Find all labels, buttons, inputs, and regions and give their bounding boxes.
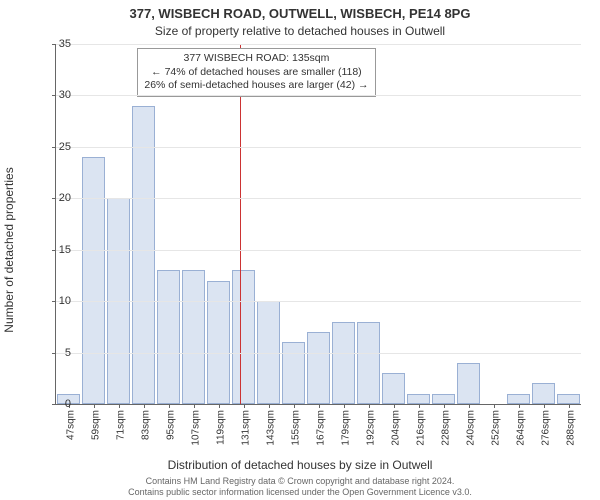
y-tick-label: 0	[46, 398, 71, 410]
x-tick-mark	[369, 404, 370, 408]
footer-line-1: Contains HM Land Registry data © Crown c…	[0, 476, 600, 487]
x-tick-mark	[469, 404, 470, 408]
y-tick-label: 15	[46, 244, 71, 256]
bar	[432, 394, 455, 404]
x-tick-label: 288sqm	[565, 410, 576, 446]
x-tick-label: 216sqm	[415, 410, 426, 446]
bar	[207, 281, 230, 404]
bars-group	[56, 44, 581, 404]
chart-title: 377, WISBECH ROAD, OUTWELL, WISBECH, PE1…	[0, 6, 600, 21]
bar	[182, 270, 205, 404]
y-tick-label: 5	[46, 347, 71, 359]
x-tick-label: 71sqm	[115, 410, 126, 440]
footer-attribution: Contains HM Land Registry data © Crown c…	[0, 476, 600, 498]
x-tick-label: 95sqm	[165, 410, 176, 440]
x-tick-mark	[169, 404, 170, 408]
x-tick-label: 83sqm	[140, 410, 151, 440]
bar	[407, 394, 430, 404]
x-tick-mark	[94, 404, 95, 408]
chart-subtitle: Size of property relative to detached ho…	[0, 24, 600, 38]
bar	[357, 322, 380, 404]
bar	[382, 373, 405, 404]
x-axis-label: Distribution of detached houses by size …	[0, 458, 600, 472]
x-tick-label: 131sqm	[240, 410, 251, 446]
x-tick-label: 264sqm	[515, 410, 526, 446]
x-tick-mark	[494, 404, 495, 408]
grid-line	[56, 353, 581, 354]
bar	[457, 363, 480, 404]
y-tick-label: 10	[46, 295, 71, 307]
x-tick-mark	[394, 404, 395, 408]
x-tick-mark	[194, 404, 195, 408]
x-tick-label: 107sqm	[190, 410, 201, 446]
bar	[557, 394, 580, 404]
x-tick-label: 59sqm	[90, 410, 101, 440]
bar	[157, 270, 180, 404]
plot-area: 377 WISBECH ROAD: 135sqm← 74% of detache…	[55, 44, 581, 405]
x-tick-mark	[269, 404, 270, 408]
grid-line	[56, 147, 581, 148]
y-tick-label: 30	[46, 89, 71, 101]
grid-line	[56, 198, 581, 199]
x-tick-label: 252sqm	[490, 410, 501, 446]
x-tick-mark	[294, 404, 295, 408]
x-tick-mark	[419, 404, 420, 408]
bar	[507, 394, 530, 404]
bar	[307, 332, 330, 404]
x-tick-label: 204sqm	[390, 410, 401, 446]
grid-line	[56, 95, 581, 96]
x-tick-mark	[569, 404, 570, 408]
x-tick-mark	[319, 404, 320, 408]
chart-container: 377, WISBECH ROAD, OUTWELL, WISBECH, PE1…	[0, 0, 600, 500]
x-tick-mark	[219, 404, 220, 408]
x-tick-label: 167sqm	[315, 410, 326, 446]
bar	[532, 383, 555, 404]
grid-line	[56, 44, 581, 45]
bar	[282, 342, 305, 404]
y-tick-label: 35	[46, 38, 71, 50]
bar	[232, 270, 255, 404]
y-tick-label: 25	[46, 141, 71, 153]
y-tick-label: 20	[46, 192, 71, 204]
x-tick-label: 179sqm	[340, 410, 351, 446]
x-tick-label: 276sqm	[540, 410, 551, 446]
x-tick-label: 47sqm	[65, 410, 76, 440]
grid-line	[56, 250, 581, 251]
x-tick-label: 155sqm	[290, 410, 301, 446]
grid-line	[56, 301, 581, 302]
annotation-line: 26% of semi-detached houses are larger (…	[144, 79, 368, 93]
x-tick-mark	[244, 404, 245, 408]
x-tick-mark	[119, 404, 120, 408]
x-tick-mark	[544, 404, 545, 408]
reference-marker	[240, 44, 241, 404]
x-tick-mark	[344, 404, 345, 408]
x-tick-mark	[144, 404, 145, 408]
y-axis-label: Number of detached properties	[2, 100, 16, 400]
x-tick-label: 143sqm	[265, 410, 276, 446]
x-tick-mark	[519, 404, 520, 408]
annotation-line: 377 WISBECH ROAD: 135sqm	[144, 52, 368, 66]
bar	[82, 157, 105, 404]
bar	[332, 322, 355, 404]
bar	[132, 106, 155, 404]
x-tick-label: 119sqm	[215, 410, 226, 445]
x-tick-label: 192sqm	[365, 410, 376, 446]
x-tick-label: 240sqm	[465, 410, 476, 446]
annotation-line: ← 74% of detached houses are smaller (11…	[144, 66, 368, 80]
footer-line-2: Contains public sector information licen…	[0, 487, 600, 498]
annotation-box: 377 WISBECH ROAD: 135sqm← 74% of detache…	[137, 48, 375, 97]
x-tick-mark	[444, 404, 445, 408]
x-tick-label: 228sqm	[440, 410, 451, 446]
